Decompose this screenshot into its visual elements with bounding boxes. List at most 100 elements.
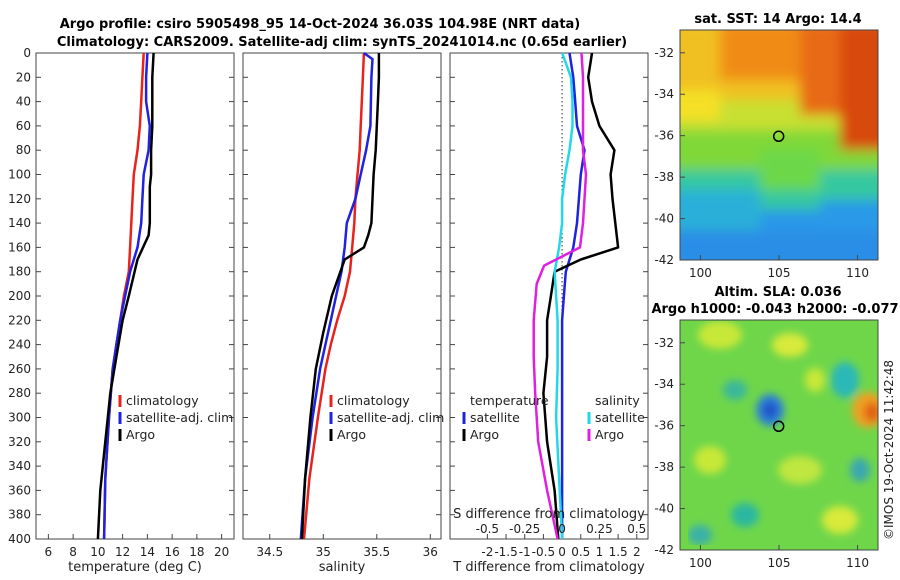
legend-label: salinity (595, 393, 640, 408)
y-tick-label: -42 (654, 253, 674, 267)
y-tick-label: -40 (654, 212, 674, 226)
y-tick-label: 400 (8, 532, 31, 546)
y-tick-label: 120 (8, 192, 31, 206)
y-tick-label: 280 (8, 386, 31, 400)
x-tick-label: 16 (164, 545, 179, 559)
x-tick-label: 10 (90, 545, 105, 559)
series-line-temperature-satellite (560, 52, 586, 539)
y-tick-label: 40 (16, 95, 31, 109)
y-tick-label: -42 (654, 543, 674, 557)
legend-label: Argo (470, 427, 499, 442)
legend-label: temperature (470, 393, 549, 408)
x-tick-label: 35 (316, 545, 331, 559)
x-tick-label: 36 (423, 545, 438, 559)
y-tick-label: -38 (654, 460, 674, 474)
x-tick-label: 100 (689, 556, 712, 570)
x-tick-label: -0.5 (532, 545, 555, 559)
x-tick-label: 18 (189, 545, 204, 559)
plot-area (35, 52, 235, 540)
argo-location-marker (772, 130, 785, 143)
y-tick-label: -38 (654, 170, 674, 184)
y-tick-label: 0 (23, 46, 31, 60)
secondary-x-tick-label: 0.25 (586, 522, 613, 536)
y-tick-label: -36 (654, 129, 674, 143)
sla-heatmap (680, 320, 878, 550)
y-tick-label: 80 (16, 143, 31, 157)
series-line-climatology (302, 52, 366, 540)
secondary-x-tick-label: -0.25 (509, 522, 540, 536)
sla-panel-title-line1: Altim. SLA: 0.036 (715, 285, 842, 300)
x-tick-label: 20 (214, 545, 229, 559)
x-axis-label: salinity (319, 560, 366, 575)
secondary-x-tick-label: 0.5 (627, 522, 646, 536)
y-tick-label: -32 (654, 46, 674, 60)
series-line-salinity-argo (532, 52, 588, 540)
legend-label: satellite (595, 410, 645, 425)
x-tick-label: 14 (140, 545, 155, 559)
y-tick-label: 300 (8, 411, 31, 425)
y-tick-label: -36 (654, 419, 674, 433)
x-tick-label: 34.5 (256, 545, 283, 559)
salinity-profile-panel: 34.5 35 35.5 36 climatology satellite-adj. cl… (242, 51, 444, 575)
x-tick-label: 105 (768, 556, 791, 570)
y-tick-label: 200 (8, 289, 31, 303)
legend-label: satellite-adj. clim (337, 410, 444, 425)
y-tick-label: 140 (8, 216, 31, 230)
x-tick-label: 105 (768, 266, 791, 280)
x-tick-label: 8 (69, 545, 77, 559)
y-tick-label: 60 (16, 119, 31, 133)
legend-label: climatology (126, 393, 199, 408)
series-line-satellite-adj (299, 51, 374, 540)
difference-profile-panel: -2 -1.5 -1 -0.5 0 0.5 1 1.5 2temperaturesatellit… (449, 52, 649, 575)
y-tick-label: 20 (16, 70, 31, 84)
y-tick-label: -32 (654, 336, 674, 350)
legend-label: climatology (337, 393, 410, 408)
x-axis-label: T difference from climatology (452, 560, 645, 575)
x-tick-label: -1 (519, 545, 531, 559)
y-tick-label: -34 (654, 377, 674, 391)
y-tick-label: 100 (8, 168, 31, 182)
y-tick-label: 360 (8, 483, 31, 497)
plot-area (449, 52, 649, 540)
sla-map-panel: 100 105 110 -32 -34 -36 -38 -40 -42 (654, 319, 879, 570)
x-tick-label: -2 (481, 545, 493, 559)
y-tick-label: 220 (8, 313, 31, 327)
legend-label: satellite (470, 410, 520, 425)
x-tick-label: 35.5 (363, 545, 390, 559)
sst-panel-title: sat. SST: 14 Argo: 14.4 (694, 12, 861, 27)
imos-timestamp: ©IMOS 19-Oct-2024 11:42:48 (882, 360, 896, 540)
temperature-profile-panel: 6 8 10 12 14 16 18 2002040608010012014016018020… (8, 46, 235, 575)
plot-area (242, 52, 442, 540)
sst-heatmap (680, 30, 878, 260)
figure-title-line2: Climatology: CARS2009. Satellite-adj cli… (57, 35, 627, 50)
x-tick-label: 1 (596, 545, 604, 559)
series-line-temperature-argo (542, 52, 620, 540)
y-tick-label: 160 (8, 240, 31, 254)
series-line-salinity-satellite (553, 52, 574, 540)
x-tick-label: 12 (115, 545, 130, 559)
legend-label: satellite-adj. clim (126, 410, 233, 425)
y-tick-label: 380 (8, 508, 31, 522)
legend-label: Argo (595, 427, 624, 442)
sst-map-panel: 100 105 110 -32 -34 -36 -38 -40 -42 (654, 29, 879, 280)
x-tick-label: 1.5 (609, 545, 628, 559)
series-line-argo (300, 53, 381, 540)
secondary-x-axis-label: S difference from climatology (453, 507, 645, 522)
x-tick-label: -1.5 (494, 545, 517, 559)
secondary-x-tick-label: -0.5 (476, 522, 499, 536)
x-tick-label: 110 (846, 556, 869, 570)
legend-label: Argo (126, 427, 155, 442)
y-tick-label: 180 (8, 265, 31, 279)
legend-label: Argo (337, 427, 366, 442)
y-tick-label: 240 (8, 338, 31, 352)
secondary-x-tick-label: 0 (558, 522, 566, 536)
x-tick-label: 2 (633, 545, 641, 559)
argo-location-marker (772, 420, 785, 433)
y-tick-label: 340 (8, 459, 31, 473)
x-tick-label: 100 (689, 266, 712, 280)
y-tick-label: 320 (8, 435, 31, 449)
x-tick-label: 6 (45, 545, 53, 559)
x-tick-label: 0.5 (571, 545, 590, 559)
x-tick-label: 110 (846, 266, 869, 280)
